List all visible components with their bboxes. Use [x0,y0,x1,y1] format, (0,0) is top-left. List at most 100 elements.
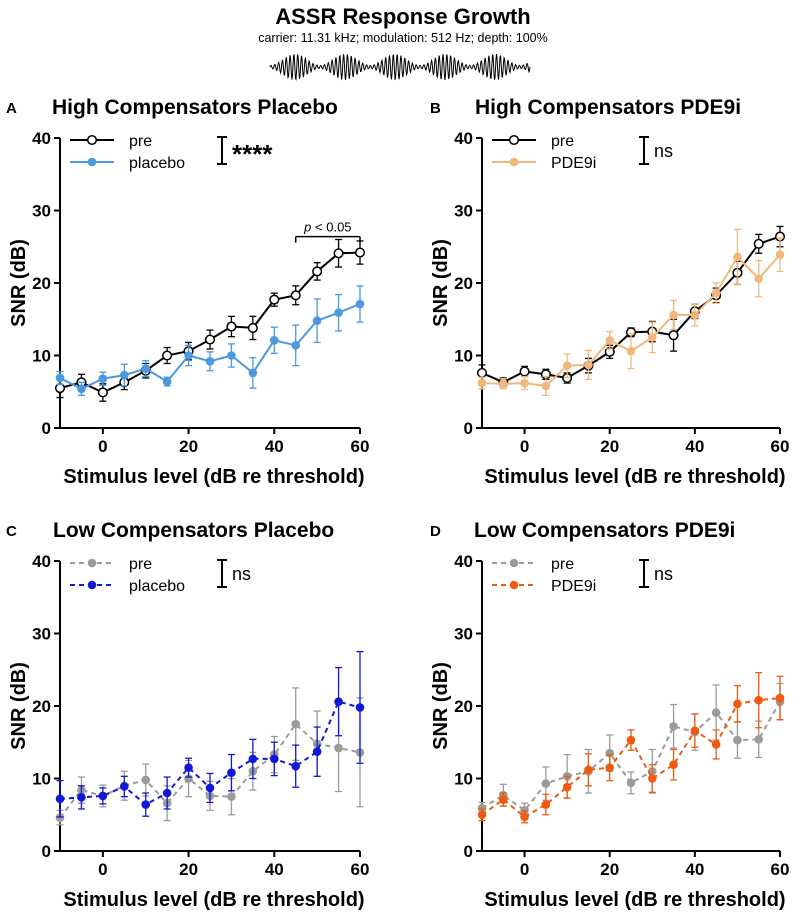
x-tick-label: 0 [98,860,107,879]
data-point [269,335,279,345]
data-point [291,719,301,729]
series-pde9i [477,228,785,397]
y-tick-label: 40 [454,129,473,148]
x-tick-label: 20 [600,437,619,456]
data-point [333,248,344,259]
p-value-label: p < 0.05 [303,220,351,235]
data-point [247,322,258,334]
panels: A High Compensators Placebo 0 10 20 30 40 0 20 40… [6,96,789,911]
x-tick-label: 20 [600,860,619,879]
panel-letter: B [430,100,441,117]
data-point [334,743,343,753]
panel-letter: D [430,523,441,540]
data-point [541,381,551,391]
y-tick-label: 30 [454,625,473,644]
data-point [476,367,488,378]
data-point [227,351,236,360]
y-tick-label: 20 [32,697,51,716]
panel-letter: A [6,100,17,117]
data-point [733,252,742,262]
series-pde9i [477,672,785,824]
data-point [227,792,236,801]
legend-label: PDE9i [551,578,596,595]
data-point [77,384,86,394]
y-tick-label: 20 [454,697,473,716]
data-point [584,765,593,775]
legend-label: pre [129,133,152,150]
data-point [119,370,129,380]
x-tick-label: 0 [520,437,529,456]
significance-label: ns [654,141,673,161]
data-point [669,760,678,770]
legend-item: PDE9i [492,578,596,595]
data-point [584,360,593,370]
data-point [605,763,615,772]
y-tick-label: 30 [32,625,51,644]
series-line [481,697,781,819]
x-tick-label: 20 [179,860,198,879]
data-point [205,357,215,366]
data-point [477,803,487,813]
significance-bracket [217,559,227,588]
x-tick-label: 40 [265,437,284,456]
legend-label: placebo [129,578,185,595]
series-placebo [55,285,365,397]
data-point [647,774,657,783]
data-point [98,374,108,384]
x-tick-label: 40 [685,437,704,456]
data-point [647,333,657,342]
significance-label: **** [232,139,273,169]
data-point [605,748,615,758]
data-point [248,368,258,378]
significance-bracket [639,136,649,165]
y-tick-label: 10 [32,347,51,366]
y-tick-label: 20 [32,274,51,293]
x-tick-label: 60 [351,860,370,879]
data-point [227,768,236,777]
y-tick-label: 10 [454,770,473,789]
data-point [605,335,615,345]
data-point [248,754,258,764]
data-point [98,791,108,801]
significance-bracket [217,136,227,165]
data-point [626,735,636,745]
y-tick-label: 10 [32,770,51,789]
x-tick-label: 60 [351,437,370,456]
data-point [184,351,193,360]
data-point [711,740,721,749]
y-tick-label: 20 [454,274,473,293]
data-point [498,795,508,804]
data-point [55,373,65,383]
data-point [754,735,764,744]
data-point [519,366,530,377]
modulated-carrier-waveform [269,53,531,82]
panel-title: Low Compensators Placebo [53,519,334,542]
panel-title: Low Compensators PDE9i [474,519,735,542]
data-point [55,794,65,804]
x-tick-label: 60 [771,860,790,879]
data-point [269,754,279,764]
legend-item: pre [492,133,574,150]
x-axis-label: Stimulus level (dB re threshold) [63,889,364,911]
panel-B: B High Compensators PDE9i 0 10 20 30 40 0 20 40 60… [430,96,789,488]
data-point [312,747,322,756]
data-point [77,793,86,802]
y-tick-label: 40 [32,552,51,571]
data-point [55,813,65,822]
data-point [269,294,280,305]
data-point [162,788,172,798]
p-value-bracket [294,235,361,243]
panel-title: High Compensators Placebo [52,96,338,119]
data-point [204,334,216,345]
y-tick-label: 10 [454,347,473,366]
x-tick-label: 0 [98,437,107,456]
data-point [141,364,151,373]
data-point [733,735,742,745]
data-point [733,699,742,709]
y-axis-label: SNR (dB) [8,239,30,327]
significance-bracket [639,559,649,588]
y-tick-label: 40 [32,129,51,148]
y-axis-label: SNR (dB) [8,662,30,750]
x-tick-label: 60 [771,437,790,456]
data-point [291,761,301,771]
